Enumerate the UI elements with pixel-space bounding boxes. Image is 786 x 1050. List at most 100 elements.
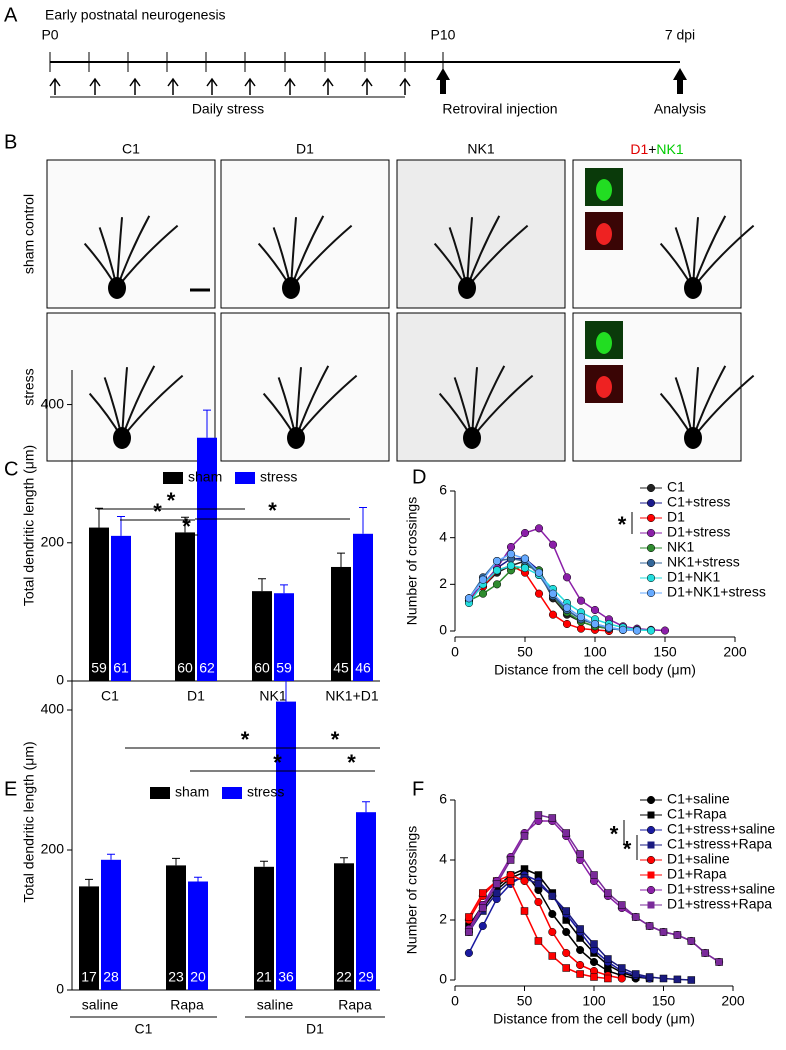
y-tick-label: 400	[41, 701, 65, 717]
legend-label: C1+stress+saline	[667, 821, 775, 837]
panel-letter: D	[412, 466, 426, 488]
marker	[548, 589, 558, 598]
neuron-dendrites	[262, 365, 358, 439]
timepoint: P10	[431, 27, 456, 43]
marker	[604, 889, 612, 897]
legend-label: C1	[667, 479, 685, 495]
y-tick-label: 0	[439, 971, 447, 987]
stress-arrow	[361, 77, 373, 95]
marker	[646, 626, 656, 635]
marker	[645, 973, 654, 981]
bar	[356, 812, 376, 990]
legend-label: NK1	[667, 539, 694, 555]
neuron-dendrites	[438, 365, 534, 439]
x-tick-label: 0	[451, 644, 459, 660]
x-tick-label: saline	[82, 997, 119, 1013]
legend-marker	[646, 543, 656, 553]
marker	[478, 589, 488, 598]
marker	[548, 610, 558, 619]
stress-arrow	[129, 77, 141, 95]
neuron-dendrites	[659, 215, 755, 289]
marker	[534, 937, 543, 945]
neuron-soma	[282, 277, 300, 299]
image-frame	[396, 159, 566, 309]
marker	[548, 909, 557, 919]
n-label: 21	[256, 969, 272, 985]
marker	[520, 554, 530, 563]
n-label: 28	[103, 969, 119, 985]
x-tick-label: 100	[582, 993, 606, 1009]
neuron-soma	[684, 277, 702, 299]
bar	[276, 701, 296, 990]
marker	[715, 958, 723, 966]
timepoint: P0	[41, 27, 58, 43]
column-header: D1	[296, 141, 314, 157]
marker	[548, 540, 558, 549]
marker	[618, 625, 628, 634]
marker	[590, 940, 598, 948]
marker	[576, 970, 584, 978]
y-tick-label: 4	[439, 851, 447, 867]
x-tick-label: NK1	[259, 688, 286, 704]
bar	[101, 859, 121, 990]
error-bar	[258, 578, 266, 592]
error-bar	[107, 853, 115, 860]
image-frame	[220, 312, 390, 462]
marker	[604, 974, 612, 983]
n-label: 45	[333, 660, 349, 676]
marker	[506, 549, 516, 559]
marker	[589, 957, 599, 967]
legend-label: D1+stress+saline	[667, 881, 775, 897]
y-tick-label: 400	[41, 395, 65, 411]
marker	[520, 832, 529, 840]
timepoint: 7 dpi	[665, 27, 695, 43]
marker	[590, 605, 600, 615]
error-bar	[85, 878, 93, 887]
legend-marker	[647, 841, 655, 849]
marker	[534, 568, 544, 577]
significance-star: *	[618, 512, 627, 537]
legend-label: D1+stress+Rapa	[667, 896, 772, 912]
x-axis-label: Distance from the cell body (μm)	[493, 1011, 695, 1027]
significance-star: *	[167, 488, 176, 513]
marker	[687, 937, 696, 945]
panel-letter: B	[4, 131, 17, 153]
group-label: C1	[135, 1021, 153, 1037]
legend-marker	[646, 855, 656, 865]
marker	[576, 960, 585, 970]
image-frame	[46, 312, 216, 462]
x-tick-label: 50	[517, 644, 533, 660]
event-label: Daily stress	[192, 101, 264, 117]
timeline-title: Early postnatal neurogenesis	[45, 7, 226, 23]
significance-star: *	[610, 821, 619, 846]
marker	[673, 931, 682, 939]
error-bar	[280, 584, 288, 594]
x-tick-label: D1	[187, 688, 205, 704]
legend-marker	[646, 885, 656, 895]
bar	[254, 866, 274, 990]
n-label: 59	[91, 660, 107, 676]
marker	[590, 871, 598, 879]
neuron-dendrites	[433, 215, 529, 289]
header-part: +	[648, 141, 656, 157]
error-bar	[95, 507, 103, 528]
legend-marker	[646, 795, 656, 805]
stress-arrow	[49, 77, 61, 95]
y-tick-label: 200	[41, 841, 65, 857]
marker	[548, 927, 557, 937]
column-header: C1	[122, 141, 140, 157]
inset-cell	[596, 332, 612, 354]
marker	[506, 542, 516, 552]
x-tick-label: 50	[517, 993, 533, 1009]
marker	[660, 626, 670, 635]
error-bar	[203, 409, 211, 438]
marker	[576, 925, 584, 933]
marker	[631, 913, 640, 921]
n-label: 22	[336, 969, 352, 985]
error-bar	[337, 552, 345, 567]
marker	[618, 901, 626, 909]
bar	[79, 886, 99, 990]
error-bar	[340, 857, 348, 864]
y-tick-label: 0	[56, 672, 64, 688]
marker	[701, 949, 709, 957]
